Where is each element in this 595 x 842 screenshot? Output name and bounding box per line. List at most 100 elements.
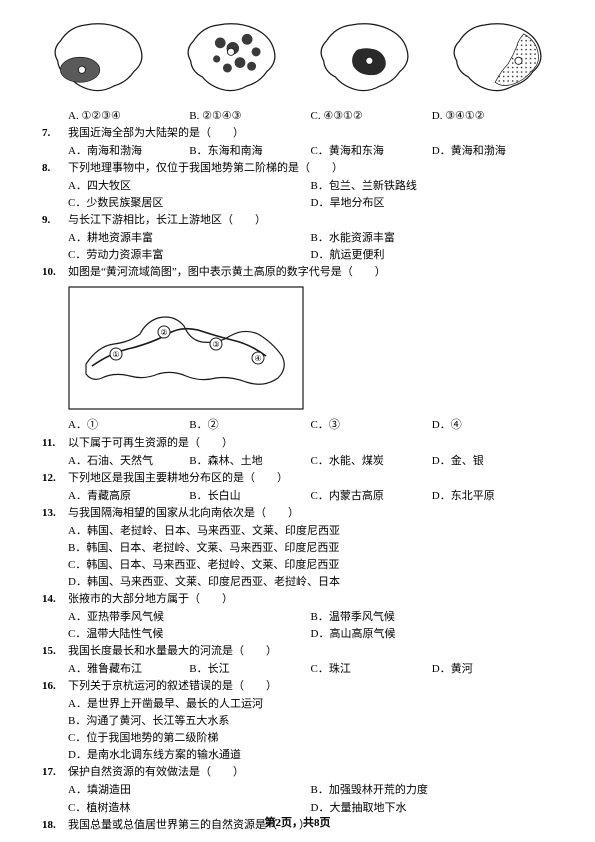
q13-num: 13. [42,505,68,522]
q10-options: A．① B．② C．③ D．④ [42,417,553,434]
yellow-river-map: ① ② ③ ④ [68,286,304,410]
q17-options-1: A．填湖造田 B．加强毁林开荒的力度 [42,782,553,799]
q14-opt-c: C．温带大陆性气候 [68,626,311,643]
q8-text: 下列地理事物中，仅位于我国地势第二阶梯的是（ ） [68,160,553,177]
q7-options: A．南海和渤海 B．东海和南海 C．黄海和东海 D．黄海和渤海 [42,143,553,160]
china-map-1 [44,16,152,102]
q6-opt-c: C. ④③①② [311,108,432,125]
q7-opt-a: A．南海和渤海 [68,143,189,160]
q8-options-2: C．少数民族聚居区 D．旱地分布区 [42,195,553,212]
page-footer: 第2页，共8页 [0,814,595,830]
q8-opt-d: D．旱地分布区 [311,195,554,212]
q11-options: A．石油、天然气 B．森林、土地 C．水能、煤炭 D．金、银 [42,453,553,470]
q10-opt-c: C．③ [311,417,432,434]
q10-opt-d: D．④ [432,417,553,434]
q8: 8. 下列地理事物中，仅位于我国地势第二阶梯的是（ ） [42,160,553,177]
q9-opt-a: A．耕地资源丰富 [68,230,311,247]
q14-options-1: A．亚热带季风气候 B．温带季风气候 [42,609,553,626]
q8-opt-a: A．四大牧区 [68,178,311,195]
q9-options-1: A．耕地资源丰富 B．水能资源丰富 [42,230,553,247]
q11-num: 11. [42,435,68,452]
q11-opt-d: D．金、银 [432,453,553,470]
q16-opt-a: A．是世界上开凿最早、最长的人工运河 [68,696,553,713]
q8-opt-b: B．包兰、兰新铁路线 [311,178,554,195]
q15-opt-c: C．珠江 [311,661,432,678]
q17-text: 保护自然资源的有效做法是（ ） [68,764,553,781]
q17-opt-b: B．加强毁林开荒的力度 [311,782,554,799]
q13-opt-a: A．韩国、老挝岭、日本、马来西亚、文莱、印度尼西亚 [68,523,553,540]
q14-opt-b: B．温带季风气候 [311,609,554,626]
svg-text:③: ③ [212,340,219,349]
q10: 10. 如图是“黄河流域简图”，图中表示黄土高原的数字代号是（ ） [42,264,553,281]
q8-num: 8. [42,160,68,177]
china-map-3 [310,16,418,102]
q16-text: 下列关于京杭运河的叙述错误的是（ ） [68,678,553,695]
q11-opt-a: A．石油、天然气 [68,453,189,470]
q12-num: 12. [42,470,68,487]
q7: 7. 我国近海全部为大陆架的是（ ） [42,125,553,142]
q11: 11. 以下属于可再生资源的是（ ） [42,435,553,452]
q13-opt-d: D．韩国、马来西亚、文莱、印度尼西亚、老挝岭、日本 [68,574,553,591]
q12-options: A．青藏高原 B．长白山 C．内蒙古高原 D．东北平原 [42,488,553,505]
q15: 15. 我国长度最长和水量最大的河流是（ ） [42,643,553,660]
svg-text:①: ① [112,350,119,359]
q13-opt-b: B．韩国、日本、老挝岭、文莱、马来西亚、印度尼西亚 [68,540,553,557]
q14: 14. 张掖市的大部分地方属于（ ） [42,591,553,608]
q8-options-1: A．四大牧区 B．包兰、兰新铁路线 [42,178,553,195]
q13-opt-c: C．韩国、日本、马来西亚、老挝岭、文莱、印度尼西亚 [68,557,553,574]
q8-opt-c: C．少数民族聚居区 [68,195,311,212]
q11-text: 以下属于可再生资源的是（ ） [68,435,553,452]
q6-opt-b: B. ②①④③ [189,108,310,125]
q10-text: 如图是“黄河流域简图”，图中表示黄土高原的数字代号是（ ） [68,264,553,281]
q7-opt-d: D．黄海和渤海 [432,143,553,160]
q17-num: 17. [42,764,68,781]
q7-text: 我国近海全部为大陆架的是（ ） [68,125,553,142]
q14-opt-a: A．亚热带季风气候 [68,609,311,626]
q12: 12. 下列地区是我国主要耕地分布区的是（ ） [42,470,553,487]
q9-options-2: C．劳动力资源丰富 D．航运更便利 [42,247,553,264]
q6-opt-a: A. ①②③④ [68,108,189,125]
q11-opt-c: C．水能、煤炭 [311,453,432,470]
q15-options: A．雅鲁藏布江 B．长江 C．珠江 D．黄河 [42,661,553,678]
q15-opt-d: D．黄河 [432,661,553,678]
china-map-2 [177,16,285,102]
china-maps-row [42,16,553,102]
q16-opt-c: C．位于我国地势的第二级阶梯 [68,730,553,747]
q14-text: 张掖市的大部分地方属于（ ） [68,591,553,608]
q6-options: A. ①②③④ B. ②①④③ C. ④③①② D. ③④①② [42,108,553,125]
q7-num: 7. [42,125,68,142]
q16-num: 16. [42,678,68,695]
q16-options: A．是世界上开凿最早、最长的人工运河 B．沟通了黄河、长江等五大水系 C．位于我… [42,696,553,764]
q14-num: 14. [42,591,68,608]
q9-num: 9. [42,212,68,229]
q16-opt-b: B．沟通了黄河、长江等五大水系 [68,713,553,730]
q16-opt-d: D．是南水北调东线方案的输水通道 [68,747,553,764]
q7-opt-b: B．东海和南海 [189,143,310,160]
q14-options-2: C．温带大陆性气候 D．高山高原气候 [42,626,553,643]
q10-opt-b: B．② [189,417,310,434]
q13: 13. 与我国隔海相望的国家从北向南依次是（ ） [42,505,553,522]
q12-opt-a: A．青藏高原 [68,488,189,505]
q9-text: 与长江下游相比，长江上游地区（ ） [68,212,553,229]
q12-opt-b: B．长白山 [189,488,310,505]
q7-opt-c: C．黄海和东海 [311,143,432,160]
q9-opt-b: B．水能资源丰富 [311,230,554,247]
q9-opt-c: C．劳动力资源丰富 [68,247,311,264]
q16: 16. 下列关于京杭运河的叙述错误的是（ ） [42,678,553,695]
q13-text: 与我国隔海相望的国家从北向南依次是（ ） [68,505,553,522]
q12-opt-c: C．内蒙古高原 [311,488,432,505]
q10-opt-a: A．① [68,417,189,434]
q11-opt-b: B．森林、土地 [189,453,310,470]
q15-text: 我国长度最长和水量最大的河流是（ ） [68,643,553,660]
china-map-4 [443,16,551,102]
q9-opt-d: D．航运更便利 [311,247,554,264]
q13-options: A．韩国、老挝岭、日本、马来西亚、文莱、印度尼西亚 B．韩国、日本、老挝岭、文莱… [42,523,553,591]
q9: 9. 与长江下游相比，长江上游地区（ ） [42,212,553,229]
q15-opt-b: B．长江 [189,661,310,678]
q12-text: 下列地区是我国主要耕地分布区的是（ ） [68,470,553,487]
svg-text:④: ④ [254,354,261,363]
svg-text:②: ② [160,328,167,337]
q12-opt-d: D．东北平原 [432,488,553,505]
q17-opt-a: A．填湖造田 [68,782,311,799]
q10-num: 10. [42,264,68,281]
